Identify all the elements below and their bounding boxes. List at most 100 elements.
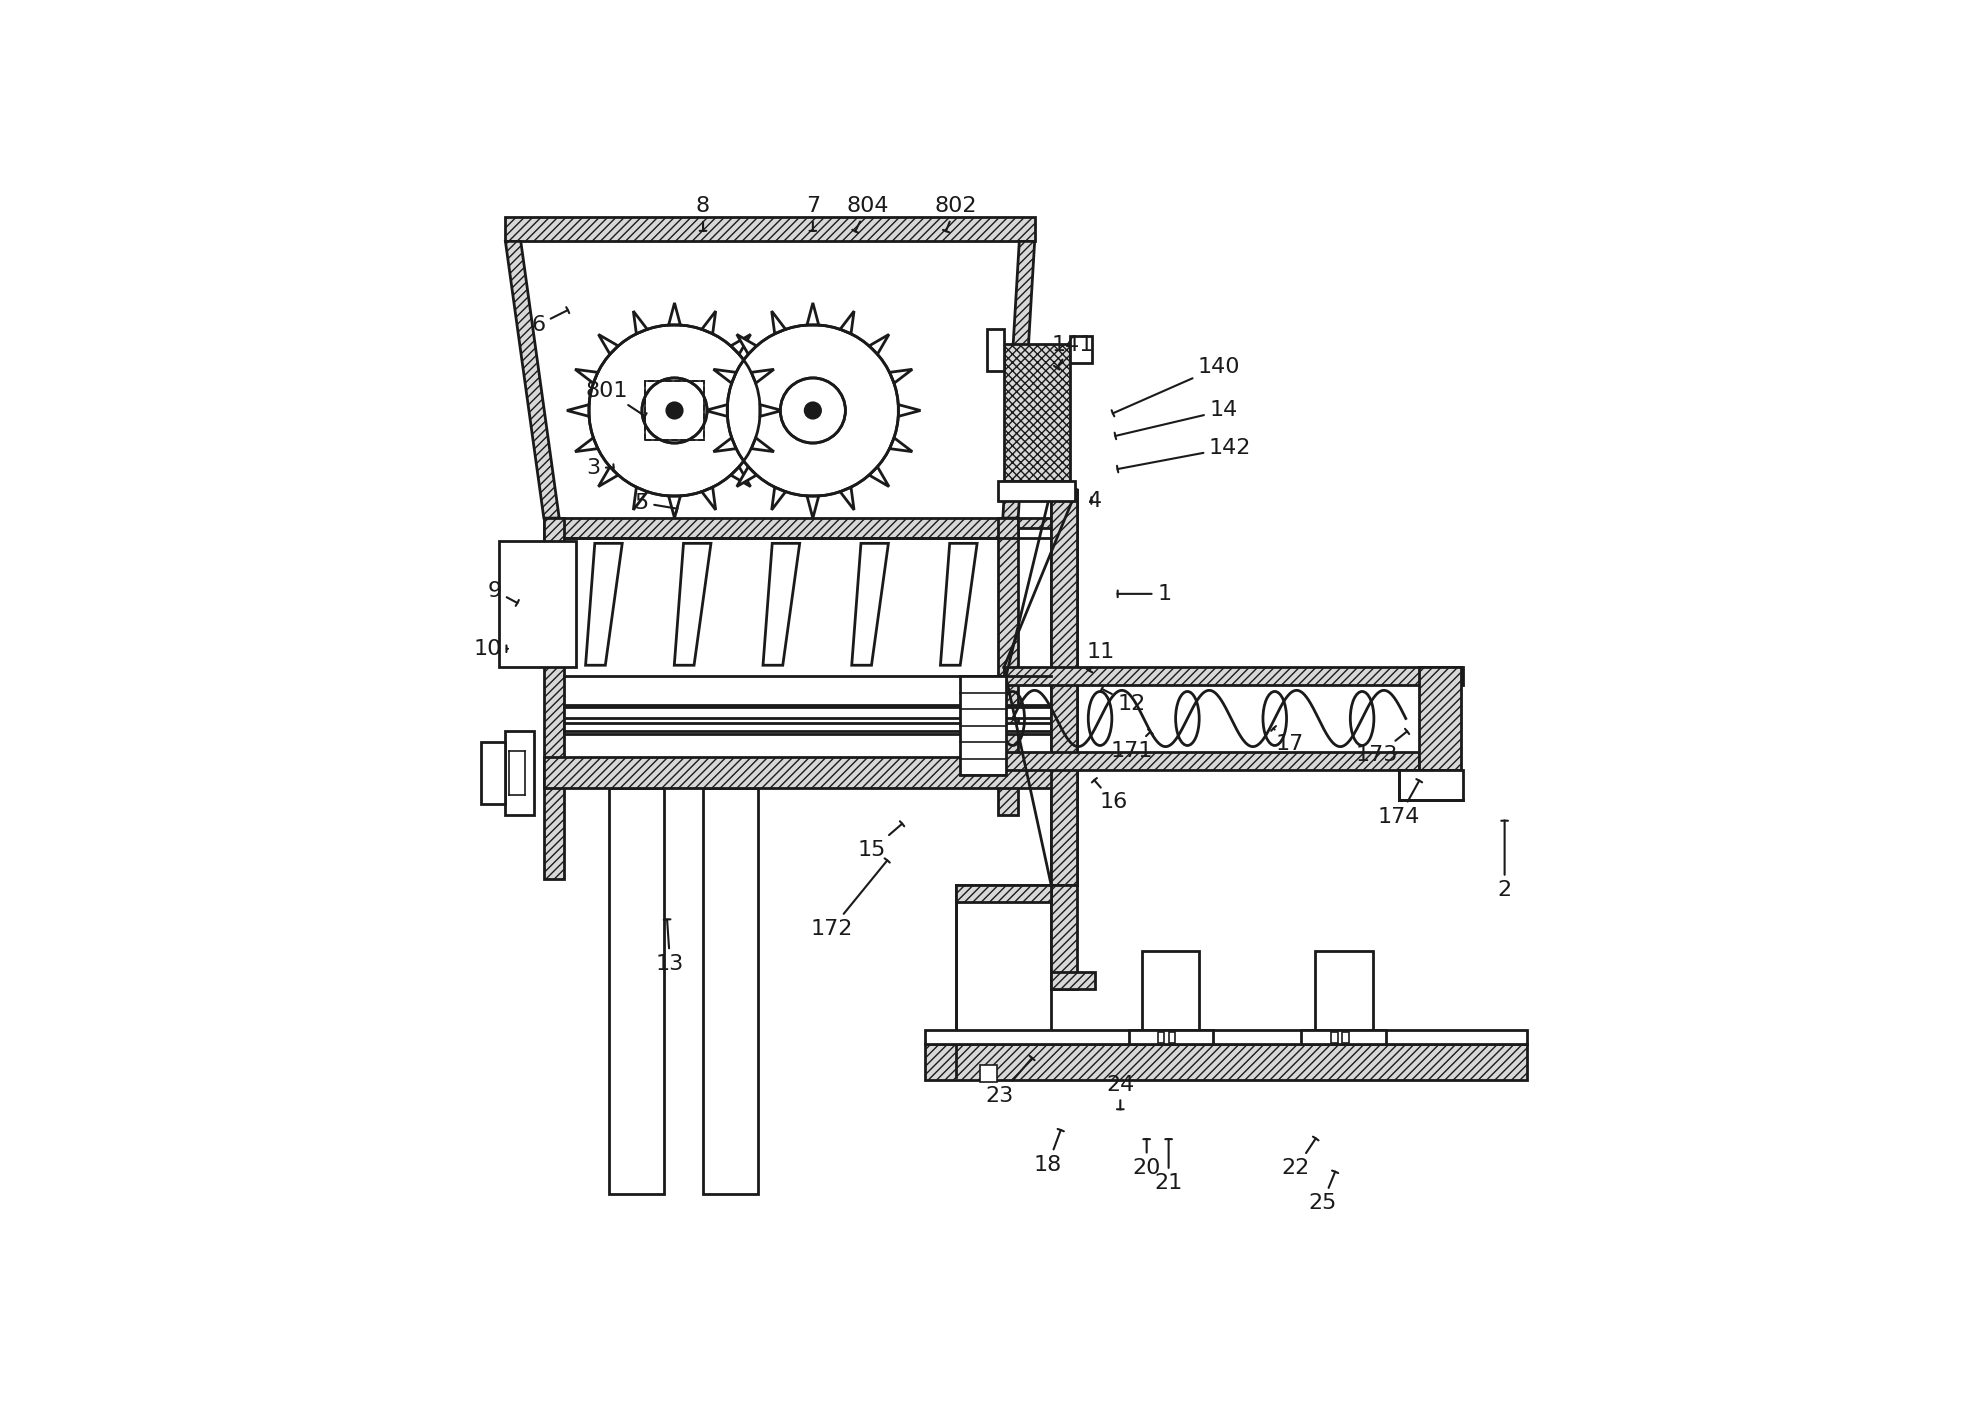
Bar xyxy=(563,707,1051,717)
Bar xyxy=(1168,1032,1176,1042)
Text: 4: 4 xyxy=(1089,491,1103,511)
Text: 801: 801 xyxy=(585,381,646,419)
Bar xyxy=(506,732,534,814)
Text: 9: 9 xyxy=(488,580,520,606)
Text: 22: 22 xyxy=(1282,1137,1318,1178)
Circle shape xyxy=(727,325,899,496)
Polygon shape xyxy=(599,335,618,354)
Bar xyxy=(563,723,1051,734)
Text: 12: 12 xyxy=(1101,686,1146,713)
Polygon shape xyxy=(889,369,913,384)
Bar xyxy=(1342,1032,1350,1042)
Bar xyxy=(1419,667,1460,770)
Polygon shape xyxy=(599,466,618,486)
Text: 2: 2 xyxy=(1498,820,1512,900)
Text: 140: 140 xyxy=(1112,356,1241,416)
Text: 25: 25 xyxy=(1308,1171,1338,1214)
Bar xyxy=(925,1044,1527,1081)
Text: 23: 23 xyxy=(986,1055,1035,1105)
Text: 173: 173 xyxy=(1356,729,1409,766)
Polygon shape xyxy=(773,488,786,511)
Bar xyxy=(506,217,1035,241)
Text: 11: 11 xyxy=(1087,642,1114,672)
Bar xyxy=(1332,1032,1338,1042)
Polygon shape xyxy=(761,405,782,416)
Text: 3: 3 xyxy=(587,458,615,478)
Bar xyxy=(644,381,705,441)
Polygon shape xyxy=(737,335,757,354)
Bar xyxy=(543,757,1077,789)
Bar xyxy=(482,742,506,804)
Polygon shape xyxy=(701,311,715,334)
Bar xyxy=(998,518,1018,814)
Text: 1: 1 xyxy=(1118,583,1172,603)
Bar xyxy=(543,518,1018,538)
Polygon shape xyxy=(840,311,854,334)
Bar xyxy=(1158,1032,1164,1042)
Bar xyxy=(1142,951,1199,1030)
Text: 142: 142 xyxy=(1116,438,1251,472)
Circle shape xyxy=(589,325,761,496)
Text: 802: 802 xyxy=(935,197,976,232)
Bar xyxy=(988,329,1004,371)
Text: 141: 141 xyxy=(1051,335,1095,369)
Polygon shape xyxy=(773,311,786,334)
Polygon shape xyxy=(737,466,757,486)
Bar xyxy=(1302,1030,1385,1044)
Bar xyxy=(980,1065,998,1082)
Bar xyxy=(925,1030,1527,1044)
Polygon shape xyxy=(674,543,711,665)
Text: 804: 804 xyxy=(846,197,889,232)
Polygon shape xyxy=(705,405,727,416)
Bar xyxy=(956,884,1051,903)
Bar xyxy=(960,676,1006,776)
Bar xyxy=(1004,752,1419,770)
Polygon shape xyxy=(567,405,589,416)
Polygon shape xyxy=(941,543,976,665)
Bar xyxy=(1018,518,1051,528)
Polygon shape xyxy=(852,543,889,665)
Bar xyxy=(1051,884,1077,990)
Bar xyxy=(644,381,705,441)
Bar xyxy=(1128,1030,1213,1044)
Polygon shape xyxy=(889,438,913,452)
Text: 10: 10 xyxy=(474,639,508,659)
Bar xyxy=(956,884,1051,1077)
Polygon shape xyxy=(806,496,818,518)
Polygon shape xyxy=(869,335,889,354)
Polygon shape xyxy=(668,496,680,518)
Bar xyxy=(1069,337,1093,364)
Bar xyxy=(543,518,563,880)
Circle shape xyxy=(804,402,820,418)
Text: 7: 7 xyxy=(806,197,820,231)
Bar xyxy=(1004,667,1462,684)
Polygon shape xyxy=(806,302,818,325)
Bar xyxy=(998,481,1075,501)
Text: 13: 13 xyxy=(656,920,684,974)
Polygon shape xyxy=(899,405,921,416)
Polygon shape xyxy=(713,438,737,452)
Polygon shape xyxy=(751,369,775,384)
Polygon shape xyxy=(506,241,559,518)
Text: 14: 14 xyxy=(1114,401,1237,439)
Text: 172: 172 xyxy=(810,858,889,938)
Text: 21: 21 xyxy=(1154,1139,1184,1194)
Polygon shape xyxy=(575,369,599,384)
Polygon shape xyxy=(668,302,680,325)
Text: 20: 20 xyxy=(1132,1139,1160,1178)
Text: 17: 17 xyxy=(1271,726,1304,754)
Text: 174: 174 xyxy=(1377,779,1423,827)
Text: 8: 8 xyxy=(696,197,709,231)
Bar xyxy=(498,540,575,667)
Text: 5: 5 xyxy=(634,493,678,513)
Text: 18: 18 xyxy=(1033,1129,1063,1175)
Bar xyxy=(1399,770,1462,800)
Text: 6: 6 xyxy=(532,307,569,335)
Polygon shape xyxy=(1002,241,1035,518)
Text: 171: 171 xyxy=(1111,729,1152,761)
Polygon shape xyxy=(763,543,800,665)
Polygon shape xyxy=(751,438,775,452)
Polygon shape xyxy=(634,488,648,511)
Bar xyxy=(609,789,664,1195)
Circle shape xyxy=(666,402,682,418)
